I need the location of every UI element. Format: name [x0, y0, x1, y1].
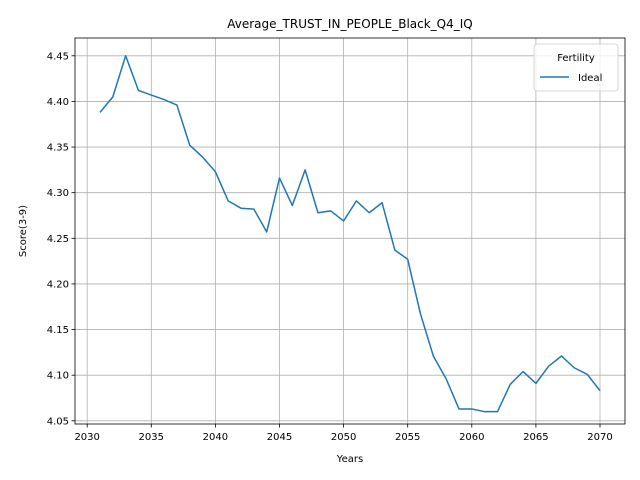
- y-tick-label: 4.10: [47, 371, 69, 382]
- x-axis-label: Years: [336, 454, 363, 465]
- legend-box: [533, 43, 619, 92]
- grid-lines: [75, 38, 625, 424]
- x-tick-label: 2060: [459, 432, 484, 443]
- series-line-ideal: [99, 55, 601, 413]
- y-tick-label: 4.15: [47, 325, 69, 336]
- y-tick-label: 4.20: [47, 279, 69, 290]
- legend-entry-ideal: Ideal: [578, 73, 602, 84]
- y-axis: 4.05 4.10 4.15 4.20 4.25 4.30 4.35 4.40 4.45: [47, 51, 75, 427]
- y-axis-label: Score(3-9): [18, 205, 29, 257]
- x-tick-label: 2065: [523, 432, 548, 443]
- series-layer: [99, 55, 601, 413]
- x-tick-label: 2040: [203, 432, 228, 443]
- x-tick-label: 2050: [331, 432, 356, 443]
- x-tick-label: 2045: [267, 432, 292, 443]
- x-tick-label: 2035: [139, 432, 164, 443]
- y-tick-label: 4.40: [47, 97, 69, 108]
- y-tick-label: 4.35: [47, 143, 69, 154]
- x-tick-label: 2030: [74, 432, 99, 443]
- y-tick-label: 4.05: [47, 416, 69, 427]
- legend-title: Fertility: [557, 53, 595, 64]
- chart-title: Average_TRUST_IN_PEOPLE_Black_Q4_IQ: [227, 17, 473, 31]
- y-tick-label: 4.30: [47, 188, 69, 199]
- x-tick-label: 2055: [395, 432, 420, 443]
- plot-area-frame: [74, 37, 626, 425]
- y-tick-label: 4.25: [47, 234, 69, 245]
- x-tick-label: 2070: [587, 432, 612, 443]
- y-tick-label: 4.45: [47, 51, 69, 62]
- x-axis: 2030 2035 2040 2045 2050 2055 2060 2065 2070: [74, 424, 613, 443]
- legend: Fertility Ideal: [533, 43, 619, 92]
